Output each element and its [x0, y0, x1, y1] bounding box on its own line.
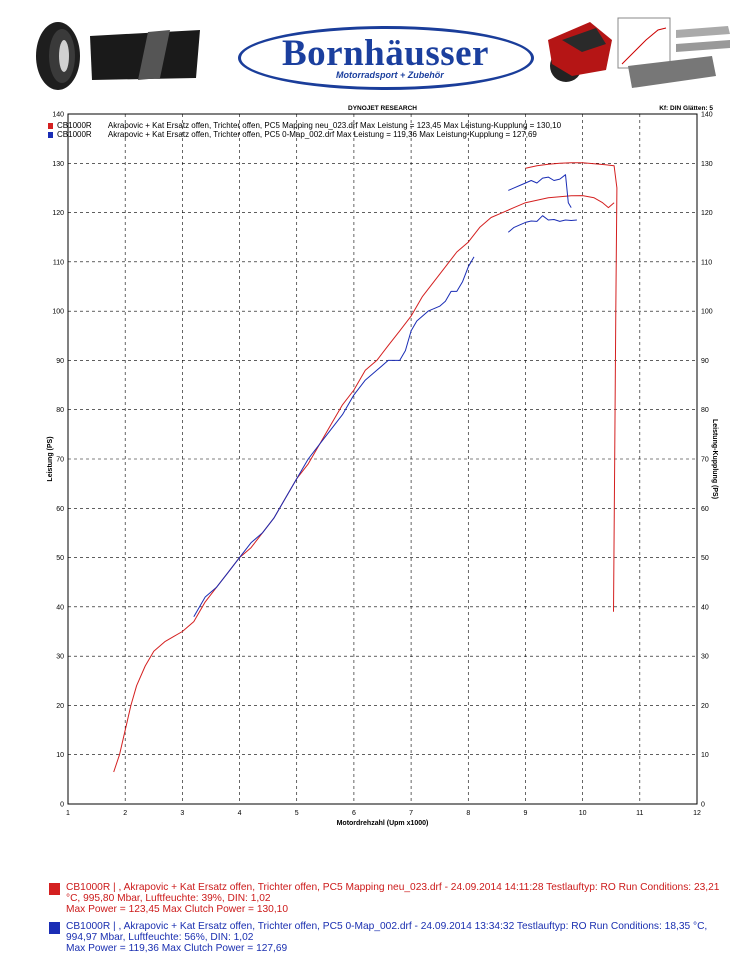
y-tick-label-left: 20 — [56, 703, 64, 710]
chart-series — [113, 162, 618, 773]
run-line: Max Power = 119,36 Max Clutch Power = 12… — [66, 943, 288, 955]
legend-entry-2: CB1000R Akrapovic + Kat Ersatz offen, Tr… — [48, 130, 537, 139]
run-line: CB1000R | , Akrapovic + Kat Ersatz offen… — [66, 882, 720, 893]
brand-subtitle: Motorradsport + Zubehör — [336, 70, 444, 80]
x-tick-label: 9 — [524, 810, 528, 817]
legend-swatch-blue — [48, 131, 53, 138]
y-tick-label-left: 0 — [60, 802, 64, 809]
y-tick-label-right: 80 — [701, 407, 709, 414]
run-line: °C, 995,80 Mbar, Luftfeuchte: 39%, DIN: … — [66, 893, 271, 905]
y-tick-label-right: 70 — [701, 457, 709, 464]
y-tick-label-right: 120 — [701, 210, 713, 217]
header-banner: Bornhäusser Motorradsport + Zubehör — [0, 0, 738, 100]
brand-name: Bornhäusser — [282, 33, 489, 74]
run-line: Max Power = 123,45 Max Clutch Power = 13… — [66, 904, 288, 916]
y-tick-label-right: 100 — [701, 309, 713, 316]
y-tick-label-right: 110 — [701, 259, 712, 266]
y-tick-label-right: 10 — [701, 752, 709, 759]
header-graphics — [36, 17, 730, 90]
y-tick-label-right: 90 — [701, 358, 709, 365]
brand-oval — [238, 26, 534, 90]
y-tick-label-right: 130 — [701, 161, 713, 168]
x-tick-label: 8 — [466, 810, 470, 817]
chart-title: DYNOJET RESEARCH — [348, 105, 417, 112]
y-tick-label-left: 70 — [56, 457, 64, 464]
motorcycle-image — [548, 22, 612, 82]
series-line-power-high-3 — [507, 215, 577, 233]
series-line-clutch-1 — [525, 162, 618, 612]
x-tick-label: 4 — [238, 810, 242, 817]
legend-series-text: Akrapovic + Kat Ersatz offen, Trichter o… — [107, 130, 537, 139]
exhaust-image — [628, 26, 730, 88]
chart-corner-note: Kf: DIN Glätten: 5 — [659, 105, 713, 112]
y-tick-label-left: 140 — [52, 112, 64, 119]
y-tick-label-left: 50 — [56, 555, 64, 562]
y-tick-label-right: 40 — [701, 604, 709, 611]
y-tick-label-left: 60 — [56, 506, 64, 513]
run-entry-blue: CB1000R | , Akrapovic + Kat Ersatz offen… — [46, 921, 726, 955]
y-tick-label-right: 20 — [701, 703, 709, 710]
x-tick-label: 11 — [636, 810, 643, 817]
y-tick-label-left: 80 — [56, 407, 64, 414]
y-tick-label-left: 130 — [52, 161, 64, 168]
run-entry-red: CB1000R | , Akrapovic + Kat Ersatz offen… — [46, 882, 726, 916]
y-tick-label-left: 110 — [53, 259, 64, 266]
y-tick-label-left: 120 — [52, 210, 64, 217]
dyno-thumbnail — [617, 17, 671, 69]
x-tick-label: 2 — [123, 810, 127, 817]
y-tick-label-right: 50 — [701, 555, 709, 562]
legend-series-name: CB1000R — [57, 130, 92, 139]
x-tick-label: 10 — [579, 810, 587, 817]
tire-image — [36, 22, 80, 90]
run-details: CB1000R | , Akrapovic + Kat Ersatz offen… — [46, 882, 726, 959]
x-tick-label: 7 — [409, 810, 413, 817]
y-tick-label-left: 90 — [56, 358, 64, 365]
y-tick-label-right: 60 — [701, 506, 709, 513]
series-line-clutch-4 — [508, 174, 572, 208]
y-tick-label-right: 0 — [701, 802, 705, 809]
y-axis-label-right: Leistung-Kupplung (PS) — [711, 419, 718, 499]
y-tick-label-left: 40 — [56, 604, 64, 611]
x-axis-label: Motordrehzahl (Upm x1000) — [337, 820, 429, 827]
legend-series-name: CB1000R — [57, 121, 92, 130]
x-tick-label: 3 — [180, 810, 184, 817]
y-tick-label-left: 10 — [56, 752, 64, 759]
y-tick-label-left: 100 — [52, 309, 64, 316]
legend-entry-1: CB1000R Akrapovic + Kat Ersatz offen, Tr… — [48, 121, 561, 130]
y-tick-label-left: 30 — [56, 654, 64, 661]
x-tick-label: 6 — [352, 810, 356, 817]
series-line-power-2 — [193, 256, 475, 617]
run-swatch-red — [49, 883, 60, 895]
run-line: CB1000R | , Akrapovic + Kat Ersatz offen… — [66, 920, 708, 932]
legend-series-text: Akrapovic + Kat Ersatz offen, Trichter o… — [107, 121, 562, 130]
y-axis-label: Leistung (PS) — [47, 436, 54, 481]
x-tick-label: 1 — [66, 810, 70, 817]
legend-swatch-red — [48, 122, 53, 129]
run-swatch-blue — [49, 921, 60, 934]
y-tick-label-right: 140 — [701, 112, 713, 119]
run-line: 994,97 Mbar, Luftfeuchte: 56%, DIN: 1,02 — [66, 931, 254, 943]
chart-grid — [67, 113, 698, 805]
dynojet-logo — [90, 30, 200, 80]
series-line-power-0 — [113, 195, 615, 773]
x-tick-label: 12 — [693, 810, 701, 817]
x-tick-label: 5 — [295, 810, 299, 817]
y-tick-label-right: 30 — [701, 654, 709, 661]
